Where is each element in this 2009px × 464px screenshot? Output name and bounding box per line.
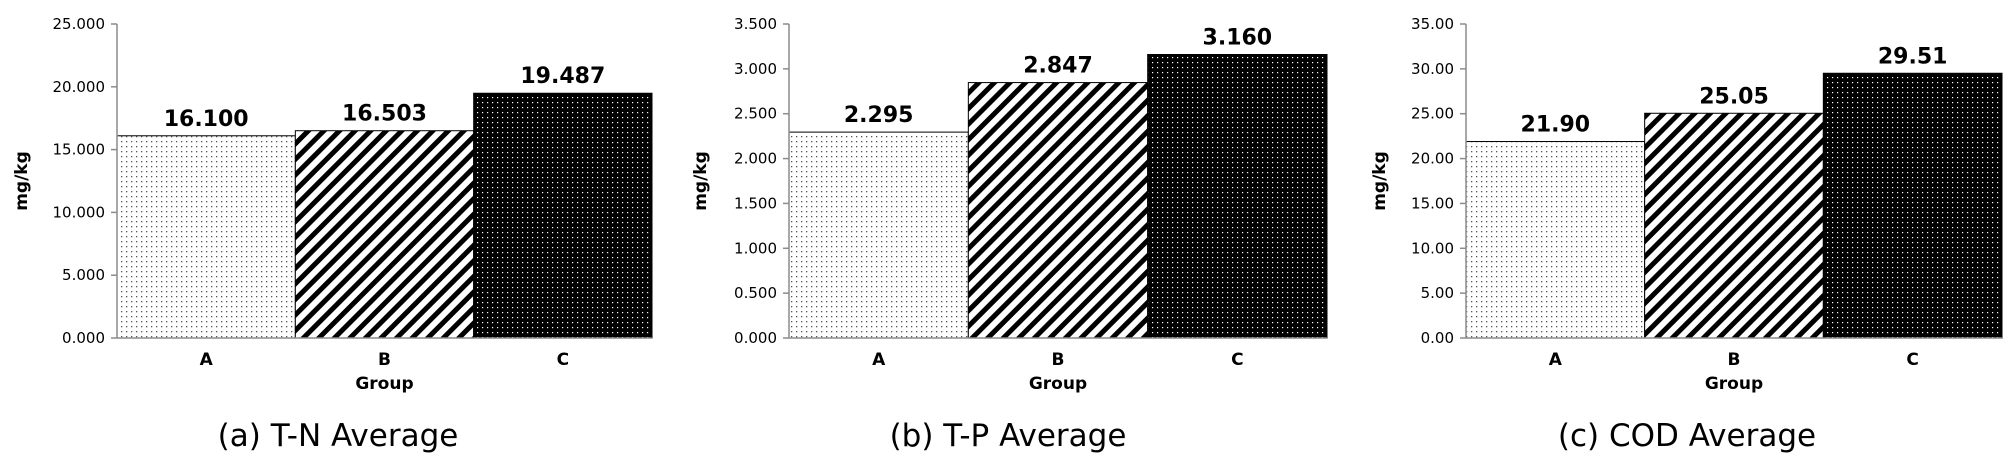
category-label-b: B (378, 350, 391, 370)
bar-a-dotted (116, 135, 296, 339)
data-label-c: 19.487 (520, 64, 605, 89)
y-tick-label: 0.000 (734, 329, 777, 347)
y-tick-label: 15.000 (53, 141, 106, 159)
y-tick-label: 0.500 (734, 284, 777, 302)
category-label-a: A (200, 350, 214, 370)
y-tick-label: 15.00 (1411, 194, 1454, 212)
y-axis-title: mg/kg (12, 151, 32, 211)
y-tick-label: 20.000 (53, 78, 106, 96)
y-tick-label: 25.00 (1411, 105, 1454, 123)
category-label-b: B (1052, 350, 1065, 370)
x-axis-title: Group (1029, 374, 1087, 394)
y-tick-label: 3.000 (734, 60, 777, 78)
bar-a-dotted (788, 131, 969, 339)
y-axis-title: mg/kg (691, 151, 711, 211)
y-tick-label: 3.500 (734, 15, 777, 33)
chart-caption-cod: (c) COD Average (1558, 418, 1816, 454)
category-label-c: C (1906, 350, 1918, 370)
data-label-b: 16.503 (342, 102, 427, 127)
bar-c-dark-dotted (1822, 72, 2003, 339)
x-axis-title: Group (355, 374, 413, 394)
category-label-a: A (1549, 350, 1563, 370)
chart-cod-average: 21.90 A 25.05 B 29.51 C 0.00 5.00 10.00 15.00 20.0… (1370, 15, 2003, 394)
x-axis-title: Group (1705, 374, 1763, 394)
chart-tp-average: 2.295 A 2.847 B 3.160 C 0.000 0.500 1.000 1.500 2.… (691, 15, 1328, 394)
data-label-c: 3.160 (1203, 26, 1273, 51)
y-tick-label: 0.00 (1421, 329, 1454, 347)
bar-b-striped (294, 130, 475, 339)
data-label-a: 16.100 (164, 107, 249, 132)
data-label-a: 21.90 (1521, 113, 1591, 138)
y-tick-label: 30.00 (1411, 60, 1454, 78)
data-label-b: 2.847 (1023, 54, 1093, 79)
y-tick-label: 10.00 (1411, 239, 1454, 257)
y-tick-label: 20.00 (1411, 150, 1454, 168)
category-label-a: A (872, 350, 886, 370)
y-tick-label: 2.500 (734, 105, 777, 123)
y-tick-label: 2.000 (734, 150, 777, 168)
y-tick-label: 10.000 (53, 203, 106, 221)
y-tick-label: 35.00 (1411, 15, 1454, 33)
category-label-c: C (1231, 350, 1243, 370)
y-axis-title: mg/kg (1370, 151, 1390, 211)
data-label-a: 2.295 (844, 103, 914, 128)
chart-tn-average: 16.100 A 16.503 B 19.487 C 0.000 5.000 10.000 15.… (12, 15, 653, 394)
bar-c-dark-dotted (1147, 54, 1328, 339)
chart-caption-tp: (b) T-P Average (890, 418, 1127, 454)
data-label-b: 25.05 (1699, 84, 1769, 109)
y-tick-label: 0.000 (62, 329, 105, 347)
bar-a-dotted (1465, 141, 1646, 339)
bar-b-striped (1644, 112, 1824, 339)
y-tick-label: 1.000 (734, 239, 777, 257)
y-tick-label: 5.000 (62, 266, 105, 284)
bar-b-striped (967, 82, 1149, 339)
category-label-b: B (1728, 350, 1741, 370)
category-label-c: C (557, 350, 569, 370)
data-label-c: 29.51 (1878, 44, 1948, 69)
y-tick-label: 25.000 (53, 15, 106, 33)
y-tick-label: 5.00 (1421, 284, 1454, 302)
chart-caption-tn: (a) T-N Average (218, 418, 459, 454)
y-tick-label: 1.500 (734, 194, 777, 212)
bar-c-dark-dotted (473, 92, 653, 339)
